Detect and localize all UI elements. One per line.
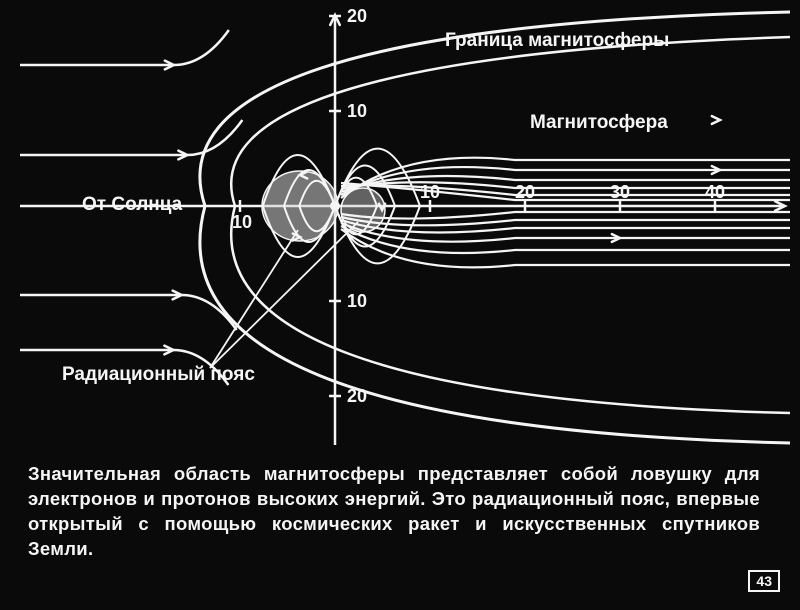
label-boundary: Граница магнитосферы <box>445 30 669 51</box>
svg-text:10: 10 <box>232 212 252 232</box>
label-radiation-belt: Радиационный пояс <box>62 364 255 385</box>
svg-text:10: 10 <box>347 291 367 311</box>
page-number: 43 <box>748 570 780 592</box>
magnetosphere-diagram: 201010201010203040Граница магнитосферыМа… <box>0 0 800 455</box>
label-magnetosphere: Магнитосфера <box>530 112 668 133</box>
svg-text:10: 10 <box>347 101 367 121</box>
caption-text: Значительная область магнитосферы предст… <box>28 462 760 562</box>
svg-text:20: 20 <box>347 6 367 26</box>
slide-frame: 201010201010203040Граница магнитосферыМа… <box>0 0 800 610</box>
label-from-sun: От Солнца <box>82 194 183 215</box>
